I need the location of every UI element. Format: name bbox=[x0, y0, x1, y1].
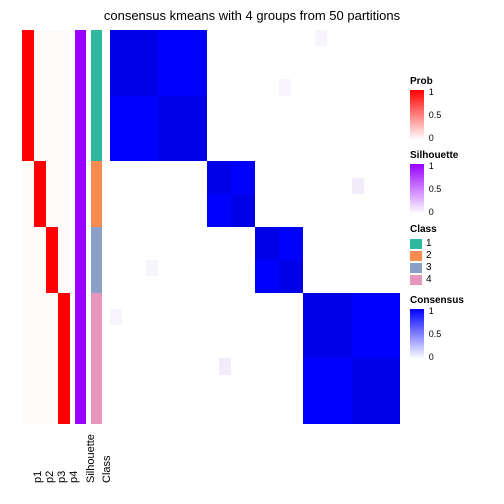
annotation-segment bbox=[46, 161, 58, 227]
legend-class-title: Class bbox=[410, 224, 500, 235]
legend-silhouette-ticks: 1 0.5 0 bbox=[427, 164, 457, 214]
heatmap-cell bbox=[146, 260, 158, 276]
prob-col-p3 bbox=[46, 30, 58, 424]
annotation-segment bbox=[75, 227, 86, 293]
legend-silhouette: Silhouette 1 0.5 0 bbox=[410, 150, 500, 214]
legend-swatch-label: 3 bbox=[426, 262, 432, 273]
legend-silhouette-gradient bbox=[410, 164, 424, 214]
legend-swatch bbox=[410, 275, 422, 285]
col-label-class: Class bbox=[101, 455, 113, 483]
consensus-heatmap bbox=[110, 30, 400, 424]
heatmap-subblock bbox=[279, 260, 303, 293]
heatmap-cell bbox=[352, 178, 364, 194]
annotation-segment bbox=[58, 30, 70, 161]
legend-prob-ticks: 1 0.5 0 bbox=[427, 90, 457, 140]
heatmap-cell bbox=[219, 358, 231, 374]
annotation-segment bbox=[46, 30, 58, 161]
col-label-p1: p1 bbox=[32, 471, 44, 483]
class-col bbox=[91, 30, 102, 424]
annotation-columns bbox=[22, 30, 102, 424]
legend-swatch-label: 1 bbox=[426, 238, 432, 249]
annotation-segment bbox=[91, 227, 102, 293]
legend-prob-title: Prob bbox=[410, 76, 500, 87]
legend-tick: 1 bbox=[429, 162, 434, 171]
annotation-segment bbox=[58, 227, 70, 293]
legend-class-item: 1 bbox=[410, 238, 500, 249]
legend-tick: 1 bbox=[429, 307, 434, 316]
heatmap-subblock bbox=[231, 194, 255, 227]
legend-class-item: 2 bbox=[410, 250, 500, 261]
annotation-segment bbox=[22, 161, 34, 227]
legend-tick: 0.5 bbox=[429, 330, 442, 339]
prob-col-p1 bbox=[22, 30, 34, 424]
annotation-segment bbox=[22, 30, 34, 161]
legend-class-item: 3 bbox=[410, 262, 500, 273]
legend-consensus: Consensus 1 0.5 0 bbox=[410, 295, 500, 359]
annotation-segment bbox=[22, 227, 34, 293]
heatmap-subblock bbox=[255, 227, 279, 260]
prob-col-p2 bbox=[34, 30, 46, 424]
col-label-p4: p4 bbox=[68, 471, 80, 483]
heatmap-subblock bbox=[207, 161, 231, 194]
legend-tick: 0.5 bbox=[429, 111, 442, 120]
silhouette-col bbox=[75, 30, 86, 424]
legend-tick: 0 bbox=[429, 208, 434, 217]
annotation-segment bbox=[22, 293, 34, 424]
legend-swatch bbox=[410, 251, 422, 261]
annotation-segment bbox=[46, 227, 58, 293]
heatmap-subblock bbox=[110, 30, 158, 96]
legend-swatch-label: 2 bbox=[426, 250, 432, 261]
legend-tick: 0 bbox=[429, 134, 434, 143]
legend-consensus-ticks: 1 0.5 0 bbox=[427, 309, 457, 359]
legend-swatch-label: 4 bbox=[426, 274, 432, 285]
plot-title: consensus kmeans with 4 groups from 50 p… bbox=[0, 0, 504, 23]
heatmap-subblock bbox=[158, 96, 206, 162]
annotation-segment bbox=[58, 293, 70, 424]
legend-consensus-gradient bbox=[410, 309, 424, 359]
legend-silhouette-title: Silhouette bbox=[410, 150, 500, 161]
annotation-segment bbox=[75, 293, 86, 424]
prob-col-p4 bbox=[58, 30, 70, 424]
col-label-silhouette: Silhouette bbox=[85, 434, 97, 483]
annotation-segment bbox=[91, 293, 102, 424]
legend-tick: 0.5 bbox=[429, 185, 442, 194]
col-label-p3: p3 bbox=[56, 471, 68, 483]
legend-class-item: 4 bbox=[410, 274, 500, 285]
legend-swatch bbox=[410, 239, 422, 249]
annotation-segment bbox=[58, 161, 70, 227]
annotation-segment bbox=[34, 30, 46, 161]
heatmap-cell bbox=[315, 30, 327, 46]
legend-prob: Prob 1 0.5 0 bbox=[410, 76, 500, 140]
col-label-p2: p2 bbox=[44, 471, 56, 483]
heatmap-subblock bbox=[303, 293, 351, 359]
legend-tick: 1 bbox=[429, 88, 434, 97]
legend-swatch bbox=[410, 263, 422, 273]
annotation-segment bbox=[34, 227, 46, 293]
legend-tick: 0 bbox=[429, 353, 434, 362]
annotation-segment bbox=[91, 30, 102, 161]
annotation-segment bbox=[34, 161, 46, 227]
annotation-segment bbox=[75, 30, 86, 161]
heatmap-cell bbox=[110, 309, 122, 325]
plot-area bbox=[22, 30, 400, 424]
annotation-segment bbox=[75, 161, 86, 227]
legend-prob-gradient bbox=[410, 90, 424, 140]
legend-consensus-title: Consensus bbox=[410, 295, 500, 306]
legends: Prob 1 0.5 0 Silhouette 1 0.5 0 Class 12… bbox=[410, 76, 500, 369]
annotation-segment bbox=[91, 161, 102, 227]
heatmap-subblock bbox=[352, 358, 400, 424]
heatmap-cell bbox=[279, 79, 291, 95]
annotation-segment bbox=[34, 293, 46, 424]
annotation-segment bbox=[46, 293, 58, 424]
legend-class: Class 1234 bbox=[410, 224, 500, 285]
